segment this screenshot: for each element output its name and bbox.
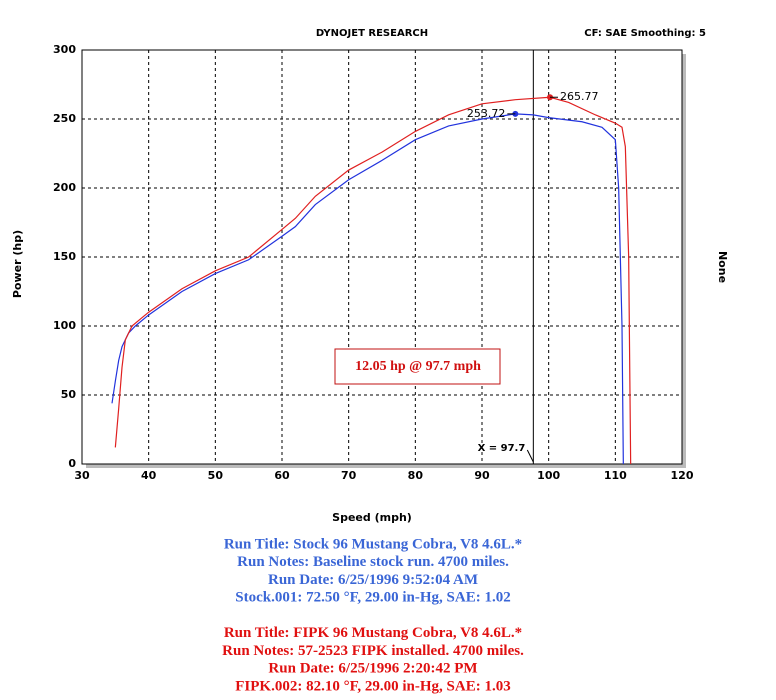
x-axis-label: Speed (mph): [332, 511, 412, 524]
cursor-label: X = 97.7: [478, 443, 526, 454]
y-tick-label: 200: [53, 181, 76, 194]
x-tick-label: 60: [274, 469, 290, 482]
cursor-pointer: [526, 449, 534, 463]
y-tick-label: 50: [61, 388, 77, 401]
x-tick-label: 120: [671, 469, 694, 482]
x-tick-label: 30: [74, 469, 90, 482]
peak-label: 253.72: [467, 107, 506, 120]
x-tick-label: 50: [208, 469, 224, 482]
y-tick-label: 100: [53, 319, 76, 332]
y-tick-label: 0: [68, 457, 76, 470]
series-line: [114, 96, 632, 465]
run-note: Stock.001: 72.50 °F, 29.00 in-Hg, SAE: 1…: [235, 590, 510, 606]
peak-label: 265.77: [560, 90, 599, 103]
settings: CF: SAE Smoothing: 5: [584, 28, 706, 39]
y-tick-label: 150: [53, 250, 76, 263]
y2-axis-label: None: [716, 251, 729, 283]
run-note: Run Date: 6/25/1996 9:52:04 AM: [268, 572, 478, 588]
x-tick-label: 90: [474, 469, 490, 482]
x-tick-label: 80: [408, 469, 424, 482]
y-tick-label: 250: [53, 112, 76, 125]
annotation: 12.05 hp @ 97.7 mph: [355, 359, 481, 374]
annotation-box: [334, 348, 501, 385]
x-tick-label: 100: [537, 469, 560, 482]
header: DYNOJET RESEARCH: [316, 28, 428, 39]
x-tick-label: 70: [341, 469, 357, 482]
x-tick-label: 40: [141, 469, 157, 482]
run-note: Run Date: 6/25/1996 2:20:42 PM: [268, 661, 477, 677]
run-note: FIPK.002: 82.10 °F, 29.00 in-Hg, SAE: 1.…: [235, 678, 510, 694]
run-note: Run Notes: Baseline stock run. 4700 mile…: [237, 554, 509, 570]
plot-layer: [81, 49, 683, 465]
run-note: Run Title: FIPK 96 Mustang Cobra, V8 4.6…: [224, 625, 522, 641]
y-axis-label: Power (hp): [11, 230, 24, 298]
x-tick-label: 110: [604, 469, 627, 482]
series-line: [111, 113, 624, 465]
run-note: Run Title: Stock 96 Mustang Cobra, V8 4.…: [224, 536, 522, 552]
run-note: Run Notes: 57-2523 FIPK installed. 4700 …: [222, 643, 524, 659]
y-tick-label: 300: [53, 43, 76, 56]
